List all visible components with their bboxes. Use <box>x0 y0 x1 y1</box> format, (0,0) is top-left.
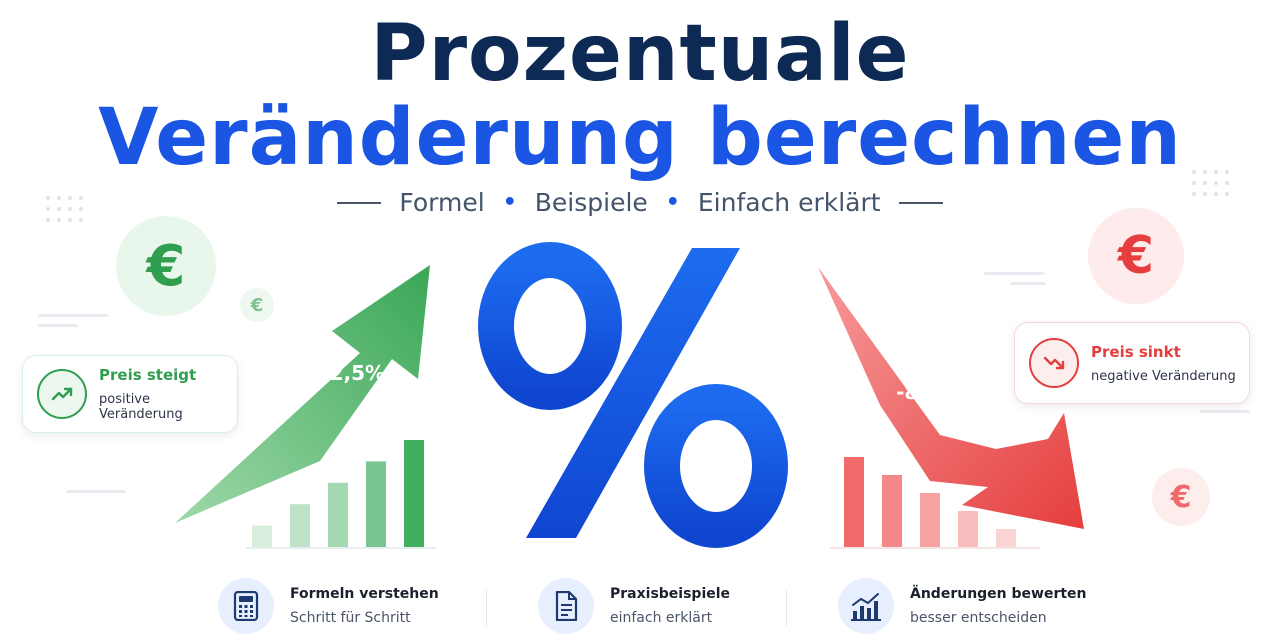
increase-bar <box>366 461 386 547</box>
page-title-line1: Prozentuale <box>370 9 910 99</box>
euro-coin-small-green: € <box>240 288 274 322</box>
increase-bar <box>290 504 310 547</box>
calculator-icon <box>218 578 274 634</box>
decrease-bar <box>844 457 864 547</box>
subtitle-dash-left <box>337 201 382 204</box>
decor-line <box>1200 410 1250 413</box>
feature-formulas: Formeln verstehen Schritt für Schritt <box>218 578 439 634</box>
increase-bar <box>328 482 348 547</box>
feature-examples-title: Praxisbeispiele <box>610 586 731 602</box>
card-price-increase: Preis steigt positive Veränderung <box>22 355 238 433</box>
decrease-baseline <box>830 547 1040 549</box>
decrease-graphic: -8,3% <box>818 267 1084 549</box>
subtitle: Formel • Beispiele • Einfach erklärt <box>0 188 1280 217</box>
euro-coin-large-red: € <box>1088 208 1184 304</box>
down-arrow <box>818 267 1084 529</box>
decrease-bar <box>958 511 978 547</box>
percent-slash <box>526 248 740 538</box>
feature-formulas-subtitle: Schritt für Schritt <box>290 610 411 626</box>
feature-formulas-title: Formeln verstehen <box>290 586 439 602</box>
percent-top-circle <box>478 242 622 410</box>
feature-evaluate: Änderungen bewerten besser entscheiden <box>838 578 1087 634</box>
card-decrease-title: Preis sinkt <box>1091 342 1181 361</box>
up-arrow <box>175 265 430 523</box>
decrease-bars <box>844 457 1016 547</box>
trend-up-icon <box>37 369 87 419</box>
decor-dots-left <box>46 196 83 222</box>
decor-dots-right <box>1192 170 1229 196</box>
card-increase-subtitle: positive Veränderung <box>99 392 183 422</box>
trend-down-icon <box>1029 338 1079 388</box>
subtitle-item-erklaert: Einfach erklärt <box>697 188 881 217</box>
increase-bars <box>252 440 424 547</box>
subtitle-item-beispiele: Beispiele <box>534 188 648 217</box>
card-decrease-subtitle: negative Veränderung <box>1091 368 1236 384</box>
page-title-line2: Veränderung berechnen <box>98 93 1182 183</box>
feature-divider <box>786 590 787 626</box>
subtitle-dash-right <box>898 201 943 204</box>
decor-line <box>38 324 78 327</box>
decor-line <box>1010 282 1046 285</box>
document-icon <box>538 578 594 634</box>
feature-evaluate-subtitle: besser entscheiden <box>910 610 1047 626</box>
decrease-bar <box>882 475 902 547</box>
increase-bar <box>252 525 272 547</box>
feature-examples: Praxisbeispiele einfach erklärt <box>538 578 730 634</box>
increase-bar <box>404 440 424 547</box>
increase-graphic: +12,5% <box>175 265 436 549</box>
decor-line <box>66 490 126 493</box>
decrease-bar <box>920 493 940 547</box>
subtitle-item-formel: Formel <box>399 188 485 217</box>
decrease-value-label: -8,3% <box>896 380 960 404</box>
percent-graphic <box>478 242 788 548</box>
euro-coin-small-red: € <box>1152 468 1210 526</box>
feature-examples-subtitle: einfach erklärt <box>610 610 713 626</box>
subtitle-separator: • <box>665 190 680 215</box>
card-price-decrease: Preis sinkt negative Veränderung <box>1014 322 1250 404</box>
subtitle-separator: • <box>502 190 517 215</box>
feature-divider <box>486 590 487 626</box>
increase-value-label: +12,5% <box>299 361 385 385</box>
euro-coin-large-green: € <box>116 216 216 316</box>
decor-line <box>984 272 1044 275</box>
percent-bottom-circle <box>644 384 788 548</box>
feature-evaluate-title: Änderungen bewerten <box>910 586 1087 602</box>
increase-baseline <box>246 547 436 549</box>
decrease-bar <box>996 529 1016 547</box>
card-increase-title: Preis steigt <box>99 366 197 384</box>
bar-chart-icon <box>838 578 894 634</box>
decor-line <box>38 314 108 317</box>
